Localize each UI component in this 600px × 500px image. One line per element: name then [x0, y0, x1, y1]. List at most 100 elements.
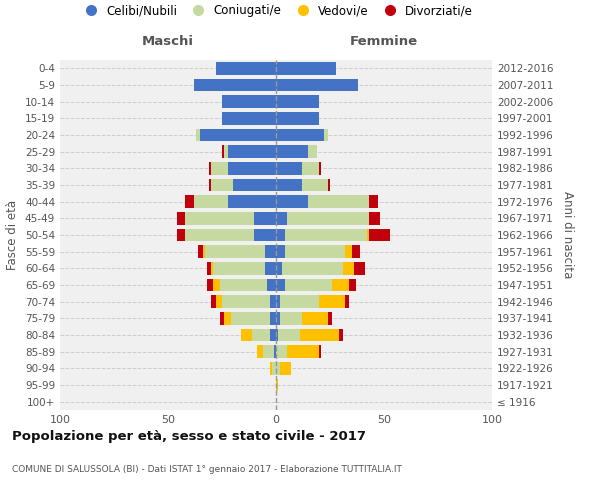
- Bar: [269, 312, 276, 324]
- Bar: [207, 279, 214, 291]
- Bar: [229, 196, 276, 208]
- Bar: [345, 246, 352, 258]
- Bar: [319, 346, 322, 358]
- Bar: [211, 179, 233, 192]
- Bar: [343, 262, 354, 274]
- Bar: [369, 212, 380, 224]
- Bar: [185, 229, 254, 241]
- Bar: [276, 262, 283, 274]
- Bar: [280, 362, 291, 374]
- Bar: [214, 262, 265, 274]
- Bar: [185, 212, 254, 224]
- Bar: [287, 346, 319, 358]
- Bar: [332, 279, 349, 291]
- Text: Femmine: Femmine: [350, 34, 418, 48]
- Bar: [280, 312, 302, 324]
- Bar: [263, 346, 274, 358]
- Bar: [222, 296, 269, 308]
- Bar: [302, 179, 328, 192]
- Bar: [229, 146, 276, 158]
- Bar: [205, 246, 265, 258]
- Bar: [194, 196, 229, 208]
- Bar: [349, 279, 356, 291]
- Bar: [302, 312, 328, 324]
- Bar: [254, 212, 276, 224]
- Bar: [276, 96, 319, 108]
- Bar: [276, 196, 308, 208]
- Bar: [269, 329, 276, 341]
- Bar: [369, 196, 377, 208]
- Bar: [328, 179, 330, 192]
- Bar: [369, 229, 391, 241]
- Bar: [323, 129, 328, 141]
- Bar: [211, 162, 229, 174]
- Bar: [319, 296, 345, 308]
- Legend: Celibi/Nubili, Coniugati/e, Vedovi/e, Divorziati/e: Celibi/Nubili, Coniugati/e, Vedovi/e, Di…: [74, 0, 478, 22]
- Bar: [272, 362, 276, 374]
- Bar: [276, 329, 278, 341]
- Bar: [254, 229, 276, 241]
- Bar: [276, 296, 280, 308]
- Bar: [276, 362, 280, 374]
- Text: Popolazione per età, sesso e stato civile - 2017: Popolazione per età, sesso e stato civil…: [12, 430, 366, 443]
- Bar: [209, 179, 211, 192]
- Bar: [276, 212, 287, 224]
- Y-axis label: Fasce di età: Fasce di età: [7, 200, 19, 270]
- Bar: [214, 279, 220, 291]
- Bar: [276, 379, 278, 391]
- Bar: [198, 246, 203, 258]
- Text: Maschi: Maschi: [142, 34, 194, 48]
- Bar: [278, 329, 300, 341]
- Bar: [207, 262, 211, 274]
- Bar: [269, 296, 276, 308]
- Bar: [276, 346, 287, 358]
- Bar: [200, 129, 276, 141]
- Bar: [319, 162, 322, 174]
- Bar: [284, 229, 367, 241]
- Bar: [222, 112, 276, 124]
- Bar: [302, 162, 319, 174]
- Bar: [276, 179, 302, 192]
- Bar: [276, 229, 284, 241]
- Bar: [280, 296, 319, 308]
- Bar: [220, 279, 268, 291]
- Bar: [276, 246, 284, 258]
- Bar: [265, 262, 276, 274]
- Bar: [274, 346, 276, 358]
- Bar: [185, 196, 194, 208]
- Bar: [283, 262, 343, 274]
- Bar: [176, 229, 185, 241]
- Bar: [352, 246, 360, 258]
- Bar: [276, 312, 280, 324]
- Bar: [328, 312, 332, 324]
- Bar: [308, 196, 369, 208]
- Bar: [287, 212, 369, 224]
- Bar: [354, 262, 365, 274]
- Bar: [229, 162, 276, 174]
- Bar: [209, 162, 211, 174]
- Bar: [233, 179, 276, 192]
- Bar: [224, 312, 230, 324]
- Bar: [276, 162, 302, 174]
- Bar: [194, 79, 276, 92]
- Bar: [224, 146, 229, 158]
- Bar: [241, 329, 252, 341]
- Bar: [203, 246, 205, 258]
- Bar: [300, 329, 338, 341]
- Bar: [284, 246, 345, 258]
- Bar: [308, 146, 317, 158]
- Bar: [196, 129, 200, 141]
- Bar: [230, 312, 269, 324]
- Bar: [215, 296, 222, 308]
- Bar: [276, 146, 308, 158]
- Bar: [211, 296, 215, 308]
- Bar: [215, 62, 276, 74]
- Bar: [257, 346, 263, 358]
- Bar: [222, 146, 224, 158]
- Bar: [265, 246, 276, 258]
- Bar: [276, 79, 358, 92]
- Y-axis label: Anni di nascita: Anni di nascita: [562, 192, 574, 278]
- Bar: [338, 329, 343, 341]
- Bar: [220, 312, 224, 324]
- Bar: [276, 279, 284, 291]
